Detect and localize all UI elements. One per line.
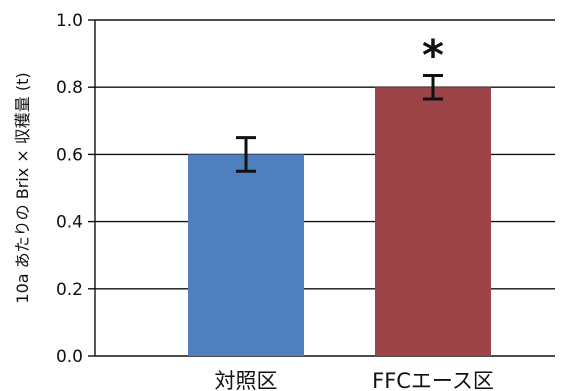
annotations: * [422, 30, 444, 79]
y-tick-label: 0.0 [56, 347, 83, 367]
category-label: 対照区 [215, 369, 278, 391]
y-tick-label: 0.2 [56, 280, 83, 300]
y-tick-label: 1.0 [56, 11, 83, 31]
bar [375, 87, 491, 356]
y-tick-label: 0.8 [56, 78, 83, 98]
category-labels: 対照区 FFCエース区 [215, 369, 494, 391]
y-tick-label: 0.4 [56, 213, 83, 233]
significance-marker: * [422, 30, 444, 79]
category-label: FFCエース区 [372, 369, 494, 391]
y-tick-label: 0.6 [56, 145, 83, 165]
bars [188, 87, 491, 356]
y-axis-label: 10a あたりの Brix × 収穫量 (t) [13, 72, 32, 303]
bar [188, 154, 304, 356]
error-bars [236, 73, 443, 173]
y-axis-ticks: 0.0 0.2 0.4 0.6 0.8 1.0 [56, 11, 95, 367]
